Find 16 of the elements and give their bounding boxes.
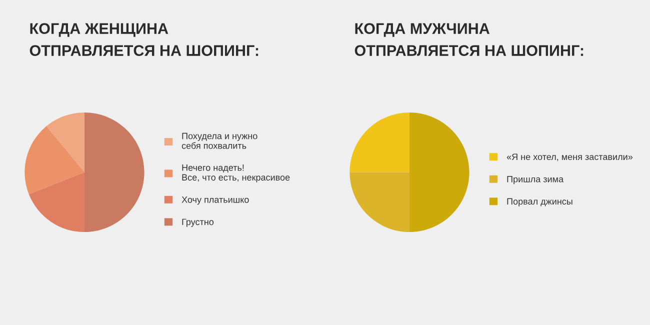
legend-label: Похудела и нужно себя похвалить — [182, 132, 258, 149]
legend-label: Грустно — [182, 218, 214, 227]
pie-slice — [350, 172, 410, 232]
pie-slice — [28, 172, 84, 232]
legend-label: Порвал джинсы — [507, 198, 572, 206]
legend-label: Нечего надеть! Все, что есть, некрасивое — [182, 164, 290, 182]
chart-title: КОГДА ЖЕНЩИНА ОТПРАВЛЯЕТСЯ НА ШОПИНГ: — [30, 23, 258, 56]
legend-label: «Я не хотел, меня заставили» — [506, 154, 633, 162]
pie-slice — [46, 112, 84, 172]
pie-slice — [350, 112, 410, 172]
legend-label: Пришла зима — [507, 176, 564, 184]
legend-label: Хочу платьишко — [182, 196, 249, 205]
pie-slice — [24, 126, 84, 194]
pie-slice — [84, 112, 144, 232]
pie-slice — [410, 112, 470, 232]
chart-title: КОГДА МУЖЧИНА ОТПРАВЛЯЕТСЯ НА ШОПИНГ: — [354, 23, 584, 56]
